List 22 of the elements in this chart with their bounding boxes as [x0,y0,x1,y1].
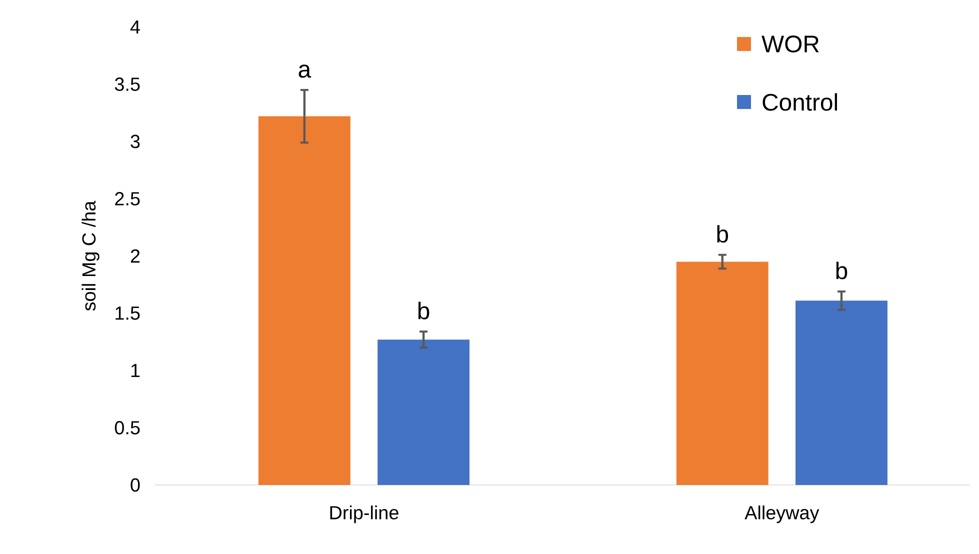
legend-label: Control [762,93,837,111]
annotation: b [418,302,430,320]
y-tick-label: 3 [130,134,140,148]
y-tick-label: 1 [131,364,140,377]
y-tick-label: 0 [130,478,140,492]
y-tick-label: 1.5 [116,306,140,320]
y-axis-title: soil Mg C /ha [82,200,100,311]
y-tick-label: 3.5 [114,78,140,91]
bar [796,300,888,485]
bar [258,116,350,485]
bar [676,262,768,485]
y-tick-label: 0.5 [114,421,140,434]
y-tick-label: 2.5 [115,192,140,206]
annotation: a [298,64,312,78]
x-tick-label: Alleyway [744,505,820,524]
legend-label: WOR [762,36,819,52]
y-tick-label: 2 [130,249,140,263]
annotation: b [717,225,728,243]
bar [378,340,470,485]
annotation: b [836,262,848,280]
y-tick-label: 4 [130,20,140,34]
x-tick-label: Drip-line [330,505,398,524]
